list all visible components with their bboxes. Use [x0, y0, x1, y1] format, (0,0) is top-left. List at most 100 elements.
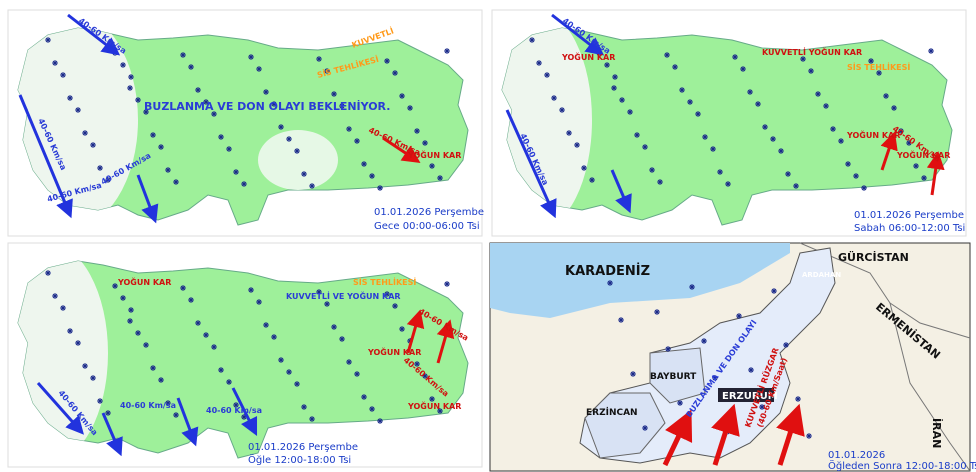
wind-label: 40-60 Km/sa [206, 406, 262, 415]
snow-icon [369, 406, 375, 412]
snow-icon [377, 418, 383, 424]
snow-icon [853, 173, 859, 179]
snow-icon [173, 412, 179, 418]
wind-arrow [406, 309, 425, 354]
snow-icon [429, 163, 435, 169]
period: Sabah 06:00-12:00 Tsi [854, 223, 965, 234]
sea [490, 243, 790, 318]
snow-icon [361, 394, 367, 400]
snow-icon [301, 404, 307, 410]
snow-icon [128, 74, 134, 80]
snow-icon [45, 270, 51, 276]
period: Öğle 12:00-18:00 Tsi [248, 453, 351, 466]
snow-icon [105, 177, 111, 183]
snow-icon [75, 340, 81, 346]
snow-icon [346, 126, 352, 132]
snow-icon [906, 140, 912, 146]
province-label: ERZURUM [722, 391, 778, 402]
snow-icon [195, 320, 201, 326]
wind-arrow [101, 412, 123, 457]
snow-icon [316, 56, 322, 62]
snow-icon [301, 171, 307, 177]
snow-icon [324, 301, 330, 307]
snow-icon [90, 142, 96, 148]
date: 01.01.2026 Perşembe [374, 207, 484, 218]
snow-icon [657, 179, 663, 185]
snow-icon [868, 58, 874, 64]
snow-icon [135, 97, 141, 103]
snow-icon [687, 99, 693, 105]
snow-icon [97, 165, 103, 171]
snow-icon [128, 307, 134, 313]
snow-icon [770, 136, 776, 142]
snow-icon [195, 87, 201, 93]
snow-icon [876, 70, 882, 76]
snow-icon [127, 318, 133, 324]
snow-icon [354, 371, 360, 377]
period: Öğleden Sonra 12:00-18:00 Tsi [828, 459, 976, 472]
snow-icon [203, 99, 209, 105]
snow-icon [689, 284, 695, 290]
snow-icon [607, 280, 613, 286]
wind-arrow [382, 136, 421, 163]
snow-icon [211, 111, 217, 117]
snow-icon [165, 400, 171, 406]
snow-icon [263, 89, 269, 95]
snow-icon [806, 433, 812, 439]
snow-icon [536, 60, 542, 66]
snow-icon [701, 338, 707, 344]
snow-icon [710, 146, 716, 152]
snow-icon [551, 95, 557, 101]
snow-icon [838, 138, 844, 144]
snow-icon [82, 130, 88, 136]
snow-icon [654, 309, 660, 315]
snow-icon [271, 101, 277, 107]
snow-icon [429, 396, 435, 402]
snow-icon [619, 97, 625, 103]
panel-noon: 40-60 Km/sa 40-60 Km/sa 40-60 Km/sa 40-6… [7, 242, 483, 468]
snow-icons [529, 37, 934, 191]
snow-icon [233, 402, 239, 408]
snow-icon [444, 281, 450, 287]
snow-icon [529, 37, 535, 43]
snow-icon [248, 287, 254, 293]
snow-icon [634, 132, 640, 138]
period: Gece 00:00-06:00 Tsi [374, 221, 480, 232]
snow-icon [679, 87, 685, 93]
snow-icon [67, 328, 73, 334]
snow-icon [52, 60, 58, 66]
snow-icon [747, 89, 753, 95]
snow-icon [67, 95, 73, 101]
snow-icon [226, 379, 232, 385]
snow-icon [695, 111, 701, 117]
snow-icon [309, 183, 315, 189]
province-label: ARDAHAN [802, 271, 841, 279]
snow-icon [384, 291, 390, 297]
snow-icon [883, 93, 889, 99]
snow-icon [75, 107, 81, 113]
snow-icon [861, 185, 867, 191]
snow-icon [173, 179, 179, 185]
snow-icon [188, 64, 194, 70]
snow-icon [226, 146, 232, 152]
snow-icon [377, 185, 383, 191]
snow-icon [150, 132, 156, 138]
snow-icon [665, 346, 671, 352]
snow-icon [793, 183, 799, 189]
wind-arrow [436, 319, 455, 364]
wind-arrow [711, 403, 740, 466]
snow-icon [664, 52, 670, 58]
province [649, 347, 706, 404]
snow-icon [316, 289, 322, 295]
snow-icon [589, 177, 595, 183]
snow-icon [422, 373, 428, 379]
warning: SİS TEHLİKESİ [847, 62, 910, 72]
wind-arrow [776, 403, 805, 466]
wind-label: 40-60 Km/sa [120, 401, 176, 410]
snow-icon [725, 181, 731, 187]
snow-icon [324, 68, 330, 74]
snow-icon [921, 175, 927, 181]
snow-icon [740, 66, 746, 72]
snow-icon [604, 62, 610, 68]
snow-icon [82, 363, 88, 369]
